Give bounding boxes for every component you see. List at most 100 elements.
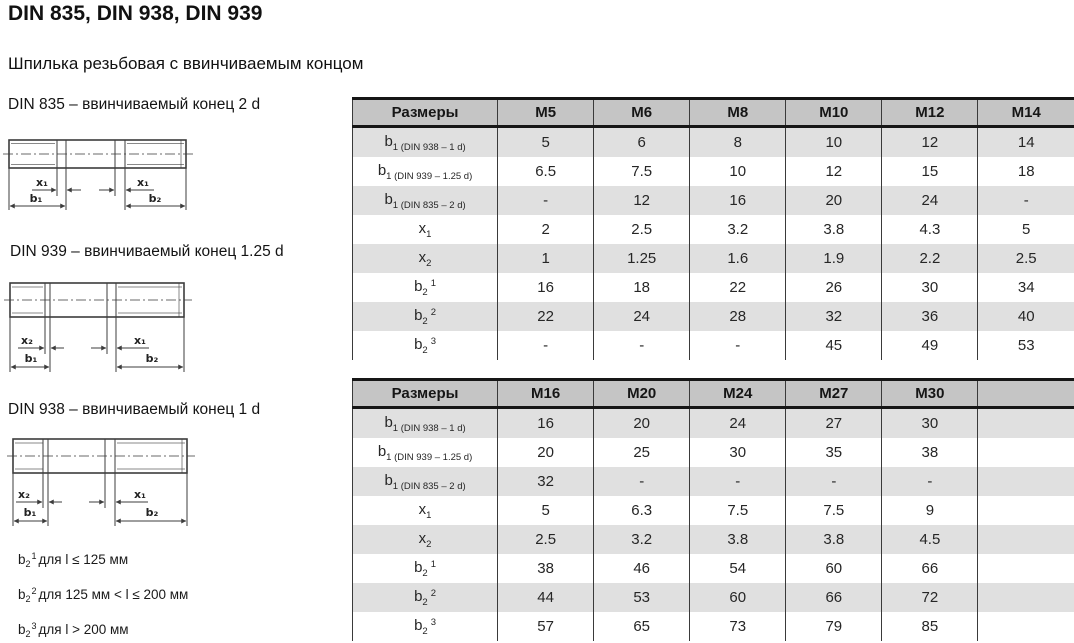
table-row: b23 57 65 73 79 85 [353, 612, 1074, 641]
value-cell: 18 [593, 273, 690, 302]
footnote-b2-1: b21 для l ≤ 125 мм [18, 551, 128, 569]
dim-label-b1: b₁ [25, 352, 38, 365]
col-header-size [977, 379, 1074, 409]
row-label-sub: 2 [426, 538, 432, 550]
table-row: b22 44 53 60 66 72 [352, 583, 1074, 612]
value-cell: 10 [689, 157, 786, 186]
row-label-sub: 2 [422, 596, 428, 608]
row-label-base: b [414, 306, 423, 324]
value-cell: 2.2 [881, 244, 978, 273]
row-label-base: b [384, 413, 393, 431]
value-cell: 57 [497, 612, 594, 641]
value-cell: 24 [593, 302, 690, 331]
row-label: b23 [353, 612, 498, 641]
row-label-base: x [418, 500, 427, 518]
row-label-sub: 2 [422, 286, 428, 298]
value-cell: 7.5 [689, 496, 786, 525]
value-cell: 18 [977, 157, 1074, 186]
table-row: b1 (DIN 835 – 2 d) -12 16 20 24- [352, 186, 1074, 215]
footnote-sub: 2 [25, 629, 31, 639]
value-cell [977, 612, 1074, 641]
value-cell [977, 407, 1074, 438]
value-cell: 30 [881, 273, 978, 302]
figure-caption-din938: DIN 938 – ввинчиваемый конец 1 d [8, 401, 261, 418]
row-label-sub: 2 [422, 625, 428, 637]
table-row: b22 22 24 28 32 36 40 [352, 302, 1074, 331]
value-cell: 34 [977, 273, 1074, 302]
value-cell: 45 [785, 331, 882, 360]
header-row: Размеры M16 M20 M24 M27 M30 [352, 379, 1074, 409]
col-header-size: M6 [593, 98, 690, 128]
footnote-text: для 125 мм < l ≤ 200 мм [38, 587, 189, 602]
col-header-size: M10 [785, 98, 882, 128]
value-cell: 2.5 [977, 244, 1074, 273]
spec-table-m16-m30: Размеры M16 M20 M24 M27 M30 b1 (DIN 938 – 1 d)… [352, 378, 1074, 641]
row-label: x2 [352, 244, 498, 273]
footnote-sub: 2 [25, 594, 31, 604]
row-label-sub: 2 [422, 344, 428, 356]
value-cell: 28 [689, 302, 786, 331]
value-cell: 38 [881, 438, 978, 467]
stud-outline [8, 139, 187, 169]
value-cell: 1.9 [785, 244, 882, 273]
value-cell: 25 [593, 438, 690, 467]
row-label-base: b [414, 558, 423, 576]
row-label: b1 (DIN 938 – 1 d) [352, 407, 498, 438]
footnote-text: для l ≤ 125 мм [38, 552, 129, 567]
value-cell: 32 [785, 302, 882, 331]
value-cell: 20 [785, 186, 882, 215]
value-cell: 30 [881, 407, 978, 438]
col-header-size: M24 [689, 379, 786, 409]
row-label: b1 (DIN 835 – 2 d) [352, 186, 498, 215]
value-cell: 3.8 [689, 525, 786, 554]
table-row: b1 (DIN 835 – 2 d) 32- - - - [352, 467, 1074, 496]
value-cell: 5 [497, 126, 594, 157]
value-cell [977, 438, 1074, 467]
row-label-base: b [377, 161, 387, 179]
value-cell: 32 [497, 467, 594, 496]
table-row: x1 2 2.5 3.2 3.8 4.3 5 [353, 215, 1074, 244]
value-cell: 6.3 [593, 496, 690, 525]
dim-label-b2: b₂ [146, 352, 159, 365]
value-cell: 2.5 [593, 215, 690, 244]
table-row: x1 5 6.3 7.5 7.5 9 [353, 496, 1074, 525]
table-row: b1 (DIN 938 – 1 d) 5 6 8 10 12 14 [352, 126, 1074, 157]
value-cell: - [593, 467, 690, 496]
spec-table-m5-m14: Размеры M5 M6 M8 M10 M12 M14 b1 (DIN 938 – 1 d)… [352, 97, 1074, 360]
row-label: b22 [352, 302, 498, 331]
value-cell: 79 [785, 612, 882, 641]
row-label: x2 [352, 525, 498, 554]
footnote-b2-2: b22 для 125 мм < l ≤ 200 мм [18, 586, 188, 604]
value-cell: 53 [593, 583, 690, 612]
value-cell: 16 [497, 273, 594, 302]
row-label-sub: 2 [422, 315, 428, 327]
row-label-sup: 3 [430, 335, 437, 347]
row-label-base: x [418, 219, 427, 237]
value-cell: 46 [593, 554, 690, 583]
value-cell [977, 525, 1074, 554]
dim-label-b2: b₂ [149, 192, 162, 205]
value-cell: - [689, 331, 786, 360]
row-label-sub: 1 [426, 509, 432, 521]
row-label-sub: 1 (DIN 835 – 2 d) [392, 199, 466, 211]
value-cell: 38 [497, 554, 594, 583]
stud-outline [12, 438, 188, 474]
footnote-sub: 2 [25, 559, 31, 569]
dim-label-x-right: x₁ [134, 334, 146, 347]
stud-drawing-din938: x₂ x₁ b₁ b₂ [7, 438, 195, 526]
value-cell: 73 [689, 612, 786, 641]
value-cell: 3.2 [593, 525, 690, 554]
footnote-sup: 2 [31, 586, 37, 596]
value-cell: - [593, 331, 690, 360]
value-cell: - [881, 467, 978, 496]
value-cell: 85 [881, 612, 978, 641]
value-cell: 22 [497, 302, 594, 331]
value-cell: 66 [785, 583, 882, 612]
table-row: b23- - -45 49 53 [353, 331, 1074, 360]
row-label-sub: 2 [422, 567, 428, 579]
footnote-symbol: b [18, 552, 26, 567]
value-cell: 12 [785, 157, 882, 186]
value-cell: 60 [689, 583, 786, 612]
value-cell: 1 [497, 244, 594, 273]
row-label-base: b [414, 335, 423, 353]
